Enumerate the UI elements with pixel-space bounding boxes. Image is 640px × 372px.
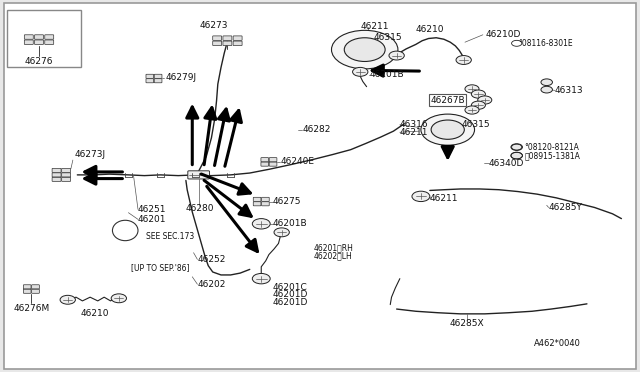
FancyBboxPatch shape xyxy=(7,10,81,67)
Text: 46280: 46280 xyxy=(186,204,214,213)
Text: 46210: 46210 xyxy=(81,310,109,318)
Text: 46201・RH: 46201・RH xyxy=(314,244,353,253)
Text: 46273: 46273 xyxy=(199,22,228,31)
Text: 46313: 46313 xyxy=(555,86,584,95)
Text: 46276M: 46276M xyxy=(13,304,49,313)
FancyBboxPatch shape xyxy=(154,79,162,83)
Circle shape xyxy=(111,294,127,303)
Text: 46251: 46251 xyxy=(138,205,166,214)
FancyBboxPatch shape xyxy=(24,35,33,39)
Text: [UP TO SEP.'86]: [UP TO SEP.'86] xyxy=(131,263,189,272)
FancyBboxPatch shape xyxy=(212,36,221,40)
Circle shape xyxy=(471,90,485,98)
Text: 46201D: 46201D xyxy=(273,291,308,299)
Text: 46273J: 46273J xyxy=(74,150,105,159)
Text: 46211: 46211 xyxy=(360,22,388,31)
FancyBboxPatch shape xyxy=(253,197,261,201)
Text: °08116-8301E: °08116-8301E xyxy=(518,39,573,48)
Text: SEE SEC.173: SEE SEC.173 xyxy=(146,231,194,241)
Circle shape xyxy=(465,106,479,114)
Text: 46267B: 46267B xyxy=(431,96,465,105)
Text: 46279J: 46279J xyxy=(166,73,196,82)
FancyBboxPatch shape xyxy=(31,289,39,293)
Text: 46252: 46252 xyxy=(197,255,226,264)
FancyBboxPatch shape xyxy=(24,289,31,293)
FancyBboxPatch shape xyxy=(262,197,269,201)
FancyBboxPatch shape xyxy=(262,202,269,206)
FancyBboxPatch shape xyxy=(4,3,636,369)
FancyBboxPatch shape xyxy=(61,173,70,177)
Circle shape xyxy=(465,85,479,93)
FancyBboxPatch shape xyxy=(261,162,269,166)
FancyBboxPatch shape xyxy=(212,41,221,45)
Text: 46275: 46275 xyxy=(273,197,301,206)
FancyBboxPatch shape xyxy=(24,40,33,44)
FancyBboxPatch shape xyxy=(31,285,39,289)
Text: 46282: 46282 xyxy=(302,125,330,134)
Text: 46201: 46201 xyxy=(138,215,166,224)
Text: 46340D: 46340D xyxy=(488,158,524,167)
Circle shape xyxy=(274,228,289,237)
Text: 46202: 46202 xyxy=(197,280,226,289)
Text: 46211: 46211 xyxy=(400,128,428,137)
Circle shape xyxy=(511,144,522,150)
Circle shape xyxy=(412,191,430,202)
Text: Ⓥ08915-1381A: Ⓥ08915-1381A xyxy=(524,151,580,160)
FancyBboxPatch shape xyxy=(61,177,70,182)
Text: 46210D: 46210D xyxy=(486,30,522,39)
Text: 46201B: 46201B xyxy=(273,219,307,228)
Circle shape xyxy=(541,86,552,93)
Text: 46276: 46276 xyxy=(25,57,53,66)
Circle shape xyxy=(332,31,398,69)
Text: 46315: 46315 xyxy=(374,33,403,42)
Circle shape xyxy=(477,96,492,104)
Circle shape xyxy=(431,120,465,139)
FancyBboxPatch shape xyxy=(35,40,44,44)
FancyBboxPatch shape xyxy=(233,41,242,45)
Circle shape xyxy=(421,114,474,145)
FancyBboxPatch shape xyxy=(261,158,269,162)
FancyBboxPatch shape xyxy=(45,35,54,39)
Circle shape xyxy=(252,273,270,284)
FancyBboxPatch shape xyxy=(154,74,162,78)
Text: 46201C: 46201C xyxy=(273,283,307,292)
FancyBboxPatch shape xyxy=(146,79,154,83)
FancyBboxPatch shape xyxy=(269,158,277,162)
FancyBboxPatch shape xyxy=(52,169,61,173)
FancyBboxPatch shape xyxy=(61,169,70,173)
FancyBboxPatch shape xyxy=(45,40,54,44)
Text: 46316: 46316 xyxy=(400,121,428,129)
Circle shape xyxy=(471,101,485,109)
FancyBboxPatch shape xyxy=(269,162,277,166)
Circle shape xyxy=(353,67,368,76)
Circle shape xyxy=(389,51,404,60)
Text: 46210: 46210 xyxy=(415,25,444,34)
Circle shape xyxy=(252,219,270,229)
FancyBboxPatch shape xyxy=(188,171,209,179)
FancyBboxPatch shape xyxy=(223,36,232,40)
Circle shape xyxy=(60,295,76,304)
Text: A462*0040: A462*0040 xyxy=(534,339,580,348)
Text: 46285X: 46285X xyxy=(449,320,484,328)
FancyBboxPatch shape xyxy=(52,173,61,177)
Text: °08120-8121A: °08120-8121A xyxy=(524,142,579,151)
FancyBboxPatch shape xyxy=(223,41,232,45)
Circle shape xyxy=(511,152,522,159)
Text: 46202・LH: 46202・LH xyxy=(314,251,353,260)
Text: 46285Y: 46285Y xyxy=(548,203,582,212)
Text: 46201B: 46201B xyxy=(370,70,404,79)
FancyBboxPatch shape xyxy=(24,285,31,289)
FancyBboxPatch shape xyxy=(233,36,242,40)
Text: 46201D: 46201D xyxy=(273,298,308,307)
Circle shape xyxy=(541,79,552,86)
FancyBboxPatch shape xyxy=(35,35,44,39)
Circle shape xyxy=(344,38,385,61)
FancyBboxPatch shape xyxy=(146,74,154,78)
Text: 46315: 46315 xyxy=(462,121,490,129)
Text: 46240E: 46240E xyxy=(280,157,314,166)
Circle shape xyxy=(456,55,471,64)
FancyBboxPatch shape xyxy=(52,177,61,182)
FancyBboxPatch shape xyxy=(253,202,261,206)
Text: 46211: 46211 xyxy=(430,195,458,203)
